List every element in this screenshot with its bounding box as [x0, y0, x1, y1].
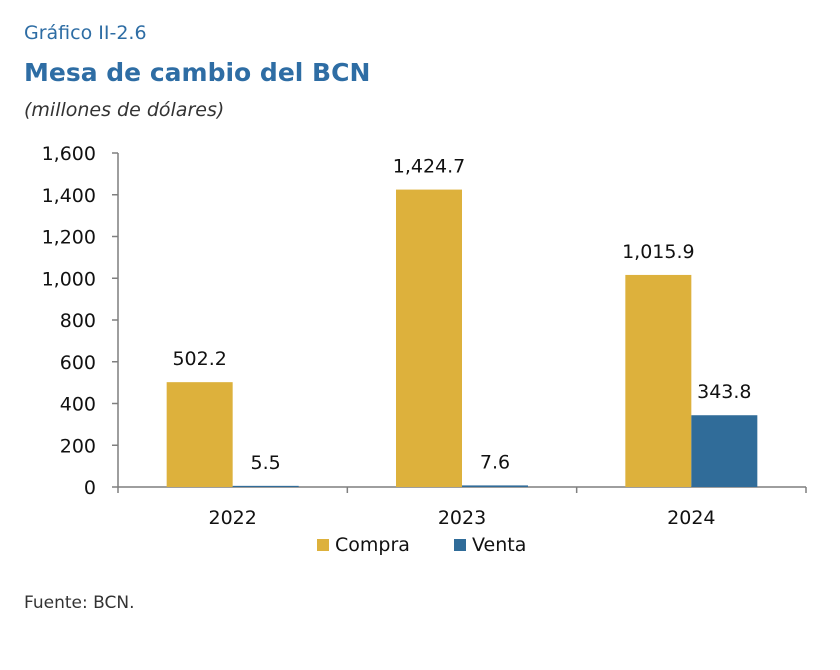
bar-venta-2022 [232, 485, 299, 487]
bar-compra-2023 [396, 189, 462, 487]
y-tick-label: 200 [60, 435, 96, 457]
legend-swatch-venta [454, 539, 466, 551]
legend-swatch-compra [317, 539, 329, 551]
legend-label-venta: Venta [472, 534, 526, 556]
legend-label-compra: Compra [335, 534, 410, 556]
bar-venta-2024 [691, 415, 758, 487]
data-label-venta-2023: 7.6 [480, 451, 510, 473]
y-tick-label: 400 [60, 394, 96, 416]
y-tick-label: 1,600 [42, 143, 96, 165]
x-tick-label: 2022 [208, 507, 256, 529]
y-tick-label: 800 [60, 310, 96, 332]
y-tick-label: 1,200 [42, 227, 96, 249]
x-tick-label: 2024 [667, 507, 715, 529]
y-tick-label: 0 [84, 477, 96, 499]
data-label-compra-2023: 1,424.7 [393, 156, 466, 178]
data-label-venta-2022: 5.5 [251, 452, 281, 474]
y-tick-label: 1,400 [42, 185, 96, 207]
x-tick-label: 2023 [438, 507, 486, 529]
data-label-venta-2024: 343.8 [697, 381, 751, 403]
data-label-compra-2022: 502.2 [172, 348, 226, 370]
bar-compra-2022 [166, 382, 233, 487]
y-tick-label: 600 [60, 352, 96, 374]
figure-label: Gráfico II-2.6 [24, 22, 147, 44]
chart-title: Mesa de cambio del BCN [24, 58, 371, 87]
source-note: Fuente: BCN. [24, 593, 135, 613]
data-label-compra-2024: 1,015.9 [622, 241, 695, 263]
bar-venta-2023 [462, 485, 528, 487]
y-tick-label: 1,000 [42, 268, 96, 290]
units-subtitle: (millones de dólares) [24, 99, 225, 121]
bar-compra-2024 [625, 274, 692, 487]
